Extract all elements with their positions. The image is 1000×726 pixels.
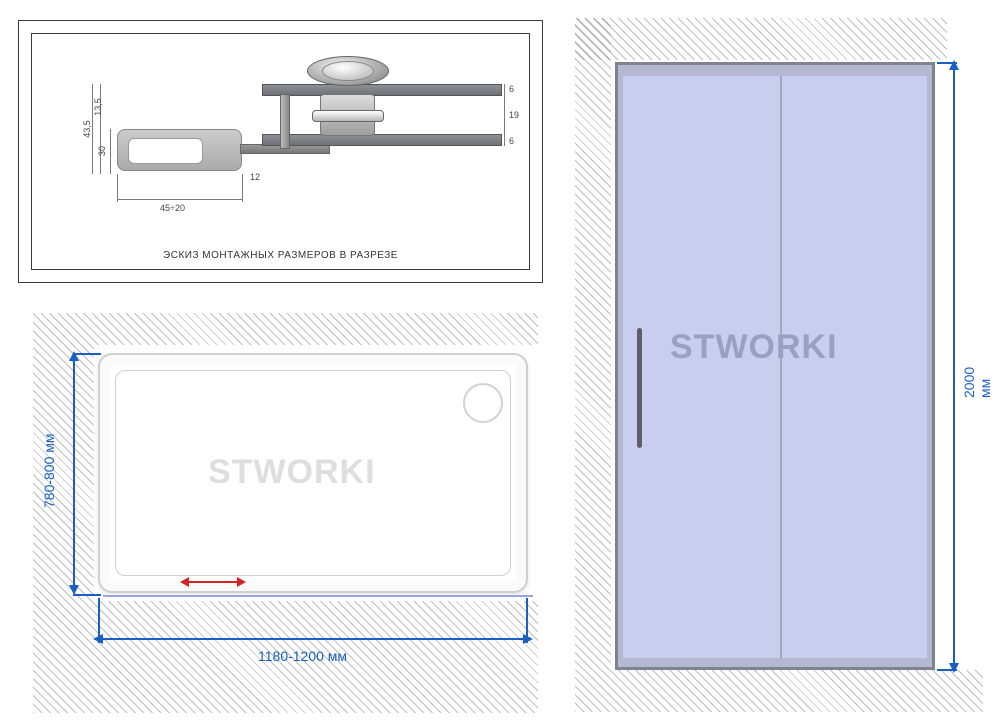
width-label: 1180-1200 мм — [258, 648, 347, 664]
door-glass — [623, 76, 927, 658]
dim-line — [117, 199, 242, 200]
section-sketch-panel: 43,5 30 13,5 6 19 6 45÷20 12 ЭСКИЗ МОНТА… — [18, 20, 543, 283]
depth-label: 780-800 мм — [41, 433, 57, 508]
blue-dim-ext — [937, 62, 957, 64]
section-caption: ЭСКИЗ МОНТАЖНЫХ РАЗМЕРОВ В РАЗРЕЗЕ — [32, 250, 529, 261]
mechanism-drawing: 43,5 30 13,5 6 19 6 45÷20 12 — [92, 54, 512, 224]
tray-drain — [463, 383, 503, 423]
blue-dim-ext — [937, 669, 957, 671]
blue-dim-ext — [98, 598, 100, 643]
blue-dim — [73, 353, 75, 593]
dim-inner: 12 — [250, 172, 260, 182]
wall-hatch-left — [575, 18, 611, 670]
dim-line — [110, 129, 111, 174]
dim-gap-mid: 19 — [509, 110, 519, 120]
dim-line — [117, 174, 118, 202]
roller-cap-inner — [322, 61, 374, 81]
door-split-line — [780, 76, 782, 658]
dim-h-mid: 30 — [97, 146, 107, 156]
hanger — [280, 94, 290, 149]
blue-dim-ext — [73, 353, 101, 355]
blue-dim — [953, 62, 955, 670]
watermark: STWORKI — [670, 328, 838, 367]
blue-dim — [98, 638, 528, 640]
door-handle — [637, 328, 642, 448]
floor-hatch — [575, 670, 983, 712]
roller-groove — [312, 110, 384, 122]
arrow-down-icon — [949, 663, 959, 673]
blue-dim-ext — [73, 594, 101, 596]
door-line — [103, 595, 533, 597]
bracket-hollow — [128, 138, 203, 164]
tray-plan-panel: STWORKI 780-800 мм 1180-1200 мм — [33, 313, 538, 713]
rail-top — [262, 84, 502, 96]
dim-line — [242, 174, 243, 202]
blue-dim-ext — [526, 598, 528, 643]
dim-line — [504, 84, 505, 146]
dim-gap-bottom: 6 — [509, 136, 514, 146]
dim-bracket-w: 45÷20 — [160, 203, 185, 213]
door-elevation-panel: STWORKI 2000 мм — [575, 18, 983, 712]
section-sketch-inner: 43,5 30 13,5 6 19 6 45÷20 12 ЭСКИЗ МОНТА… — [31, 33, 530, 270]
arrow-right-icon — [523, 634, 533, 644]
wall-hatch-top — [575, 18, 947, 60]
slide-direction-arrow — [188, 581, 238, 583]
height-label: 2000 мм — [961, 367, 993, 398]
dim-h-total: 43,5 — [82, 120, 92, 138]
watermark: STWORKI — [208, 453, 376, 492]
dim-h-top: 13,5 — [93, 98, 103, 116]
rail-bottom — [262, 134, 502, 146]
dim-gap-top: 6 — [509, 84, 514, 94]
bracket — [117, 129, 242, 171]
